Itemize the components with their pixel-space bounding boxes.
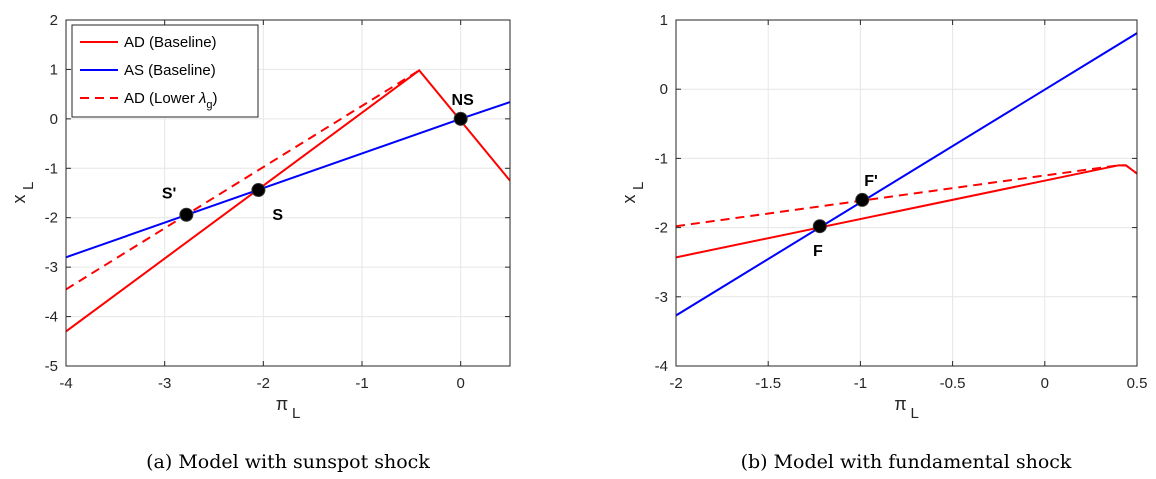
y-tick-label: -5 <box>45 358 58 375</box>
y-tick-label: -1 <box>655 150 668 167</box>
x-tick-label: -1 <box>854 375 867 392</box>
y-tick-label: 0 <box>660 81 668 98</box>
point-label: NS <box>452 92 475 109</box>
y-tick-label: 1 <box>50 61 58 78</box>
y-tick-label: -3 <box>655 289 668 306</box>
x-axis-label-sub: L <box>911 405 919 422</box>
legend-label: AS (Baseline) <box>124 62 216 79</box>
point-label: S' <box>162 186 176 203</box>
y-axis-label: xL <box>619 182 647 204</box>
plot-area <box>676 20 1137 366</box>
x-tick-label: -2 <box>669 375 682 392</box>
equilibrium-point-s <box>251 183 266 198</box>
x-tick-label: 0.5 <box>1127 375 1148 392</box>
x-axis-label-sub: L <box>292 405 300 422</box>
series-line-0 <box>66 69 510 333</box>
x-tick-label: -0.5 <box>940 375 966 392</box>
equilibrium-point-sprime <box>179 207 194 222</box>
equilibrium-point-f <box>812 219 827 234</box>
y-tick-label: -4 <box>45 309 58 326</box>
figure-caption: (a) Model with sunspot shock <box>146 451 430 473</box>
y-tick-label: -1 <box>45 160 58 177</box>
x-tick-label: -2 <box>257 375 270 392</box>
series-line-dashed-2 <box>66 69 420 291</box>
y-axis-label-main: x <box>619 195 639 204</box>
x-tick-label: 0 <box>456 375 464 392</box>
y-tick-label: -3 <box>45 259 58 276</box>
legend-label: AD (Baseline) <box>124 34 217 51</box>
x-axis-label: π <box>894 394 906 414</box>
figure-caption: (b) Model with fundamental shock <box>741 451 1072 473</box>
x-tick-label: -3 <box>158 375 171 392</box>
point-label: F <box>813 243 823 260</box>
legend-label: AD (Lower λg) <box>124 90 218 111</box>
y-tick-label: -4 <box>655 358 668 375</box>
axes-box <box>65 19 511 367</box>
x-tick-label: -1 <box>355 375 368 392</box>
x-tick-label: -1.5 <box>755 375 781 392</box>
x-tick-label: 0 <box>1041 375 1049 392</box>
x-axis-label: π <box>276 394 288 414</box>
point-label: F' <box>864 173 878 190</box>
axes-box <box>675 19 1138 367</box>
x-tick-label: -4 <box>59 375 72 392</box>
y-axis-label-main: x <box>9 195 29 204</box>
series-line-1 <box>676 32 1137 317</box>
y-axis-label-sub: L <box>630 182 647 190</box>
equilibrium-point-ns <box>453 111 468 126</box>
y-axis-label-sub: L <box>20 182 37 190</box>
legend: AD (Baseline) AS (Baseline) AD (Lower λg) <box>71 24 259 118</box>
y-tick-label: -2 <box>45 210 58 227</box>
point-label: S <box>272 207 283 224</box>
series-line-dashed-2 <box>676 164 1137 228</box>
y-tick-label: -2 <box>655 220 668 237</box>
y-tick-label: 1 <box>660 12 668 29</box>
y-tick-label: 2 <box>50 12 58 29</box>
y-tick-label: 0 <box>50 111 58 128</box>
equilibrium-point-fprime <box>855 192 870 207</box>
y-axis-label: xL <box>9 182 37 204</box>
